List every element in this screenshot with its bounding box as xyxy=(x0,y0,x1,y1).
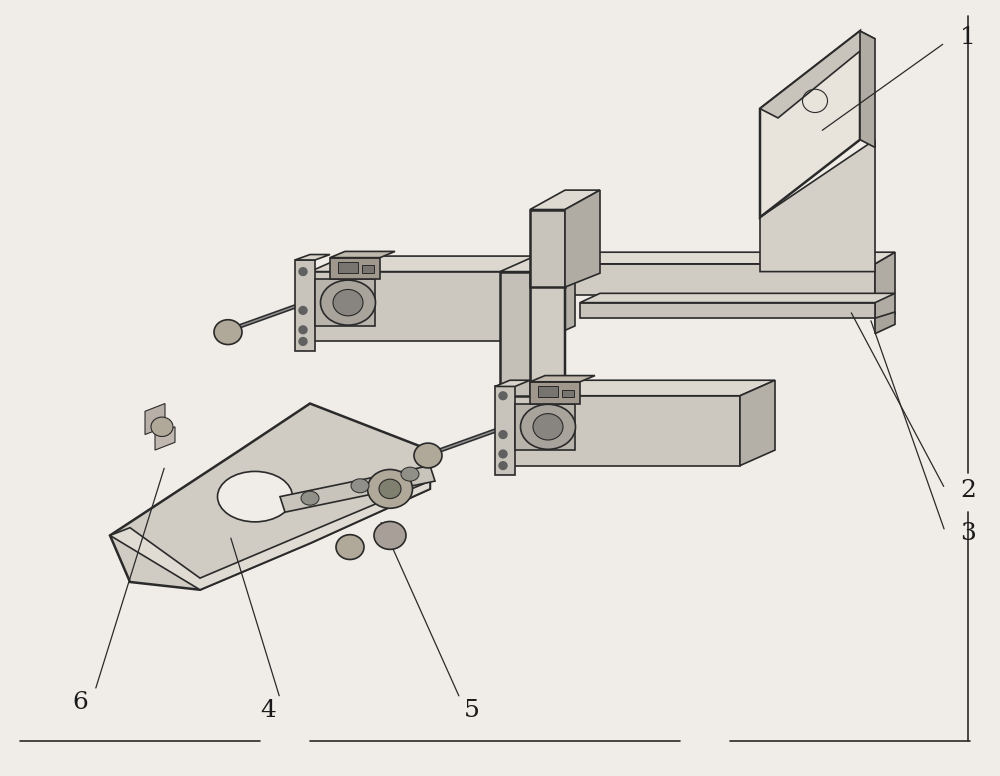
Text: 3: 3 xyxy=(960,521,976,545)
Ellipse shape xyxy=(333,289,363,316)
Ellipse shape xyxy=(299,326,307,334)
Polygon shape xyxy=(500,256,565,272)
Ellipse shape xyxy=(299,307,307,314)
Polygon shape xyxy=(540,256,575,341)
Polygon shape xyxy=(310,272,540,341)
Text: 6: 6 xyxy=(72,691,88,714)
Polygon shape xyxy=(315,279,375,326)
Polygon shape xyxy=(280,466,435,512)
Polygon shape xyxy=(875,252,895,326)
Text: 2: 2 xyxy=(960,479,976,502)
Ellipse shape xyxy=(499,462,507,469)
Polygon shape xyxy=(740,380,775,466)
Polygon shape xyxy=(562,390,574,397)
Polygon shape xyxy=(510,396,740,466)
Ellipse shape xyxy=(214,320,242,345)
Ellipse shape xyxy=(533,414,563,440)
Polygon shape xyxy=(155,427,175,450)
Polygon shape xyxy=(580,303,875,318)
Polygon shape xyxy=(760,31,875,118)
Polygon shape xyxy=(530,376,595,382)
Circle shape xyxy=(351,479,369,493)
Polygon shape xyxy=(760,140,875,272)
Polygon shape xyxy=(495,380,530,386)
Ellipse shape xyxy=(299,268,307,275)
Polygon shape xyxy=(875,312,895,334)
Polygon shape xyxy=(530,210,565,287)
Polygon shape xyxy=(295,260,315,351)
Polygon shape xyxy=(330,251,395,258)
Polygon shape xyxy=(295,255,330,260)
Text: 5: 5 xyxy=(464,698,480,722)
Polygon shape xyxy=(330,258,380,279)
Polygon shape xyxy=(500,272,530,396)
Polygon shape xyxy=(530,190,600,210)
Text: 4: 4 xyxy=(260,698,276,722)
Ellipse shape xyxy=(414,443,442,468)
Polygon shape xyxy=(540,252,895,264)
Polygon shape xyxy=(515,404,575,450)
Polygon shape xyxy=(145,404,165,435)
Ellipse shape xyxy=(499,450,507,458)
Polygon shape xyxy=(110,404,430,590)
Ellipse shape xyxy=(379,479,401,498)
Circle shape xyxy=(401,467,419,481)
Polygon shape xyxy=(338,262,358,273)
Ellipse shape xyxy=(320,280,376,325)
Circle shape xyxy=(301,491,319,505)
Polygon shape xyxy=(565,190,600,287)
Polygon shape xyxy=(760,31,860,217)
Polygon shape xyxy=(540,264,875,295)
Ellipse shape xyxy=(520,404,576,449)
Ellipse shape xyxy=(499,392,507,400)
Ellipse shape xyxy=(336,535,364,559)
Polygon shape xyxy=(538,386,558,397)
Ellipse shape xyxy=(368,469,413,508)
Polygon shape xyxy=(530,382,580,404)
Polygon shape xyxy=(110,481,430,590)
Polygon shape xyxy=(530,256,565,396)
Polygon shape xyxy=(860,31,875,147)
Polygon shape xyxy=(495,386,515,475)
Polygon shape xyxy=(580,293,895,303)
Ellipse shape xyxy=(218,471,292,521)
Ellipse shape xyxy=(151,417,173,436)
Ellipse shape xyxy=(299,338,307,345)
Polygon shape xyxy=(310,256,575,272)
Ellipse shape xyxy=(499,431,507,438)
Ellipse shape xyxy=(374,521,406,549)
Polygon shape xyxy=(510,380,775,396)
Text: 1: 1 xyxy=(960,26,976,49)
Polygon shape xyxy=(362,265,374,273)
